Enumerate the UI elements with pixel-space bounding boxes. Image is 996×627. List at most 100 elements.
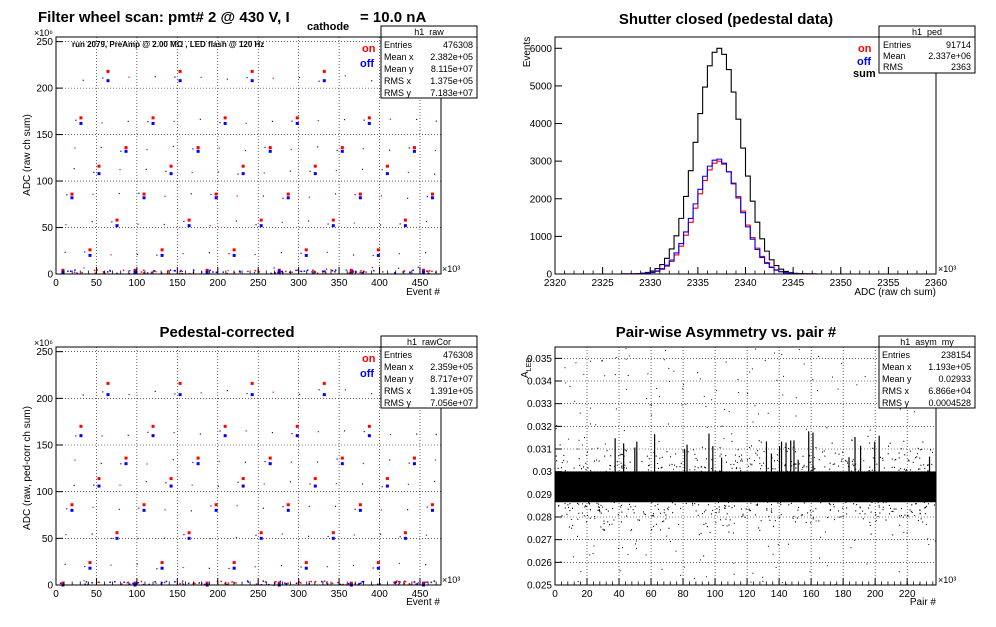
corrected-point-stray [219, 430, 221, 432]
raw-point-off [412, 149, 416, 153]
asym-point [705, 467, 707, 469]
corrected-point-off [385, 484, 389, 488]
raw-point-stray [335, 169, 337, 172]
corrected-point-on [124, 456, 128, 460]
pad-corrected-stats-value: 7.056e+07 [430, 398, 473, 408]
raw-point-floor [73, 271, 76, 274]
asym-outlier [899, 408, 901, 410]
asym-point [856, 503, 858, 506]
corrected-point-off [142, 508, 146, 512]
asym-outlier [628, 484, 630, 486]
asym-point [697, 467, 699, 469]
asym-point [619, 454, 621, 456]
asym-point [600, 526, 602, 528]
raw-x-tick-label: 200 [209, 278, 226, 289]
asym-outlier [611, 493, 613, 495]
corrected-point-floor [395, 581, 398, 584]
corrected-point-stray [262, 507, 265, 509]
asym-point [840, 516, 842, 518]
asym-outlier [705, 406, 707, 408]
corrected-point-stray [237, 481, 239, 483]
raw-point-stray [381, 169, 383, 171]
raw-point-on [223, 116, 227, 120]
asym-point [741, 458, 743, 460]
asym-point [912, 461, 914, 463]
asym-point [657, 503, 659, 505]
asym-point [784, 464, 786, 466]
asym-point [830, 509, 832, 511]
asym-point [741, 515, 743, 518]
corrected-point-stray [307, 535, 310, 537]
pad-raw-y-multiplier: ×10⁶ [34, 28, 53, 38]
asym-point [587, 514, 589, 517]
pad-corrected-legend-off: off [360, 368, 374, 380]
asym-point [931, 463, 933, 466]
raw-point-on [331, 218, 335, 222]
asym-point [620, 506, 622, 508]
corrected-point-stray [434, 459, 437, 461]
asym-point [898, 515, 900, 517]
pad-pedestal-ylabel: Events [522, 37, 533, 68]
asym-point [754, 514, 756, 516]
raw-x-tick-label: 350 [331, 278, 348, 289]
raw-point-on [430, 192, 434, 196]
raw-point-on [403, 218, 407, 222]
asym-point [757, 450, 759, 452]
raw-point-stray [327, 223, 329, 225]
corrected-point-stray [336, 458, 338, 460]
corrected-point-floor [179, 582, 181, 585]
asym-outlier [805, 521, 807, 523]
pad-pedestal-stats-name: h1_ped [912, 27, 942, 37]
raw-point-on [115, 218, 119, 222]
raw-point-stray [425, 220, 428, 223]
asym-point [705, 509, 707, 511]
pad-pedestal-stats-label: RMS [883, 62, 903, 72]
raw-point-stray [74, 147, 76, 149]
corrected-point-stray [300, 566, 302, 568]
pad-asymmetry-stats-value: 1.193e+05 [928, 362, 971, 372]
asym-outlier [604, 375, 606, 377]
asym-point [802, 455, 804, 457]
asym-point [833, 506, 835, 508]
corrected-point-floor [284, 582, 286, 584]
raw-point-stray [156, 254, 158, 256]
raw-point-stray [163, 223, 165, 226]
asym-point [906, 469, 908, 471]
asym-point [599, 510, 601, 512]
asym-point [893, 508, 895, 510]
raw-point-stray [100, 146, 102, 149]
asym-outlier [837, 489, 839, 491]
asym-point [603, 520, 605, 522]
raw-point-stray [299, 270, 301, 272]
asym-point [900, 508, 902, 510]
asym-outlier [723, 438, 725, 440]
raw-point-stray [109, 270, 111, 273]
raw-point-on [142, 192, 146, 196]
asym-point [632, 509, 634, 511]
pedestal-x-tick-label: 2360 [925, 278, 948, 289]
asym-point [746, 459, 748, 461]
raw-point-floor [334, 269, 337, 271]
asym-outlier [882, 506, 884, 508]
raw-point-floor [67, 270, 69, 273]
raw-point-stray [66, 194, 68, 196]
corrected-y-tick-label: 0 [47, 581, 53, 592]
corrected-point-floor [224, 582, 226, 585]
asym-point [875, 520, 877, 522]
asym-point [885, 519, 887, 521]
asym-point [813, 466, 815, 468]
asym-outlier [742, 515, 744, 517]
asym-point [823, 450, 825, 452]
asym-point [867, 435, 869, 437]
pad-pedestal-legend-sum: sum [853, 68, 876, 80]
corrected-point-floor [274, 582, 276, 584]
asym-point [891, 458, 893, 460]
raw-point-stray [389, 149, 391, 151]
asym-point [871, 469, 873, 471]
raw-point-off [376, 253, 380, 257]
asym-outlier [864, 376, 866, 378]
asym-dense-band [555, 471, 936, 503]
raw-y-tick-label: 50 [42, 223, 54, 234]
asym-point [917, 447, 919, 449]
pad-corrected-stats-name: h1_rawCor [407, 337, 451, 347]
